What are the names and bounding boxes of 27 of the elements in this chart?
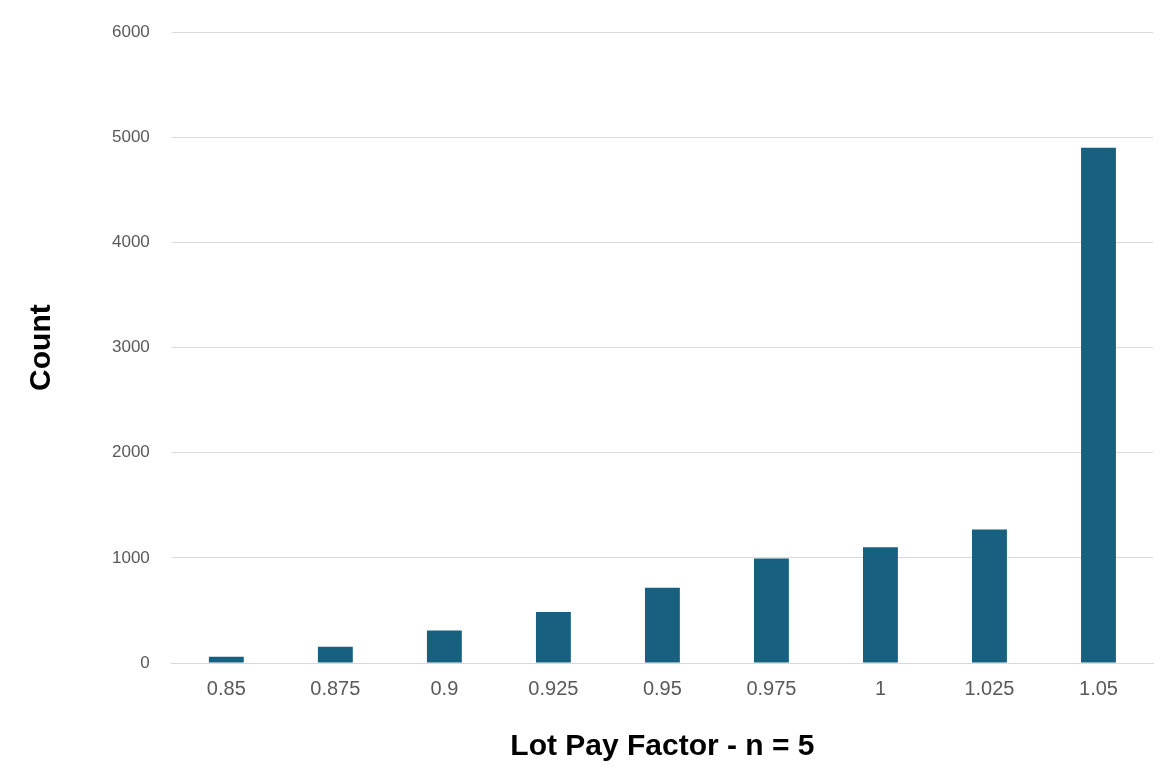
x-tick-label: 1.05 — [1079, 676, 1118, 699]
x-tick-label: 0.875 — [310, 676, 361, 699]
x-axis-title: Lot Pay Factor - n = 5 — [510, 728, 815, 762]
bar — [863, 547, 898, 663]
y-tick-label: 1000 — [111, 547, 150, 567]
y-axis-title: Count — [23, 304, 57, 391]
x-tick-label: 0.85 — [206, 676, 246, 699]
y-tick-label: 3000 — [111, 337, 150, 357]
x-tick-label: 0.975 — [746, 676, 797, 699]
x-tick-label: 0.9 — [430, 676, 459, 699]
bar — [208, 656, 244, 663]
bar — [972, 529, 1007, 663]
x-tick-label: 1.025 — [964, 676, 1015, 699]
bar — [1081, 147, 1116, 663]
bar — [317, 646, 353, 663]
y-tick-label: 0 — [140, 652, 150, 672]
x-tick-label: 0.95 — [642, 676, 682, 699]
bar — [753, 558, 789, 663]
bar — [644, 587, 680, 663]
x-tick-label: 0.925 — [528, 676, 579, 699]
y-tick-label: 4000 — [111, 232, 150, 252]
bar — [426, 630, 462, 663]
bar — [535, 612, 571, 663]
x-tick-label: 1 — [874, 676, 887, 699]
y-tick-label: 5000 — [111, 127, 150, 147]
y-tick-label: 2000 — [111, 442, 150, 462]
y-tick-label: 6000 — [111, 21, 150, 41]
